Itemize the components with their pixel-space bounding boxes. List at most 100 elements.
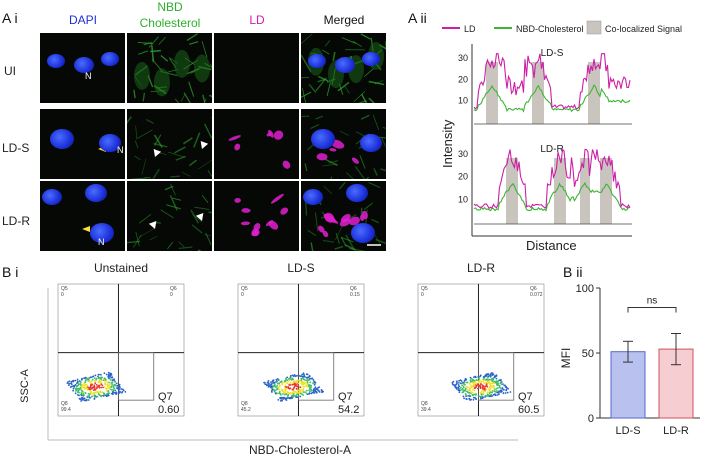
flow-xlabel: NBD-Cholesterol-A xyxy=(249,443,351,457)
svg-text:Q5: Q5 xyxy=(241,286,248,292)
nucleus xyxy=(351,223,375,243)
mfi-ytick: 0 xyxy=(588,413,594,425)
column-header-merged: Merged xyxy=(323,13,365,27)
profile-plot-ld-s: LD-S 10 20 30 xyxy=(458,48,632,125)
colocalized-region xyxy=(486,62,498,124)
svg-text:Q5: Q5 xyxy=(61,286,68,292)
micrograph-ld-s-merged xyxy=(301,109,386,179)
nucleus xyxy=(303,189,323,205)
colocalized-region xyxy=(554,158,566,224)
micrograph-ld-s-nbd xyxy=(127,109,212,179)
svg-text:Q6: Q6 xyxy=(170,286,177,292)
flow-cytometry-plots: SSC-A NBD-Cholesterol-A UnstainedQ50Q60Q… xyxy=(19,261,545,457)
micrograph-ui-merged xyxy=(301,33,386,103)
panel-label-b-i: B i xyxy=(2,264,19,280)
svg-text:0: 0 xyxy=(421,292,424,298)
ld-trace xyxy=(473,53,631,110)
micrograph-ld-s-ld xyxy=(214,109,299,179)
legend-coloc-swatch xyxy=(586,20,602,35)
mfi-ytick: 100 xyxy=(576,283,594,295)
nucleus xyxy=(308,54,326,68)
column-header-dapi: DAPI xyxy=(68,13,97,27)
profile-ytick: 30 xyxy=(458,53,468,63)
profile-ytick: 20 xyxy=(458,172,468,182)
mfi-ylabel: MFI xyxy=(560,348,573,369)
nucleus xyxy=(50,129,74,149)
q7-value: 54.2 xyxy=(338,404,359,416)
profile-ytick: 10 xyxy=(458,194,468,204)
flow-plot-title: LD-R xyxy=(467,261,495,275)
micrograph-ld-r-ld xyxy=(214,181,299,251)
micrograph-ui-dapi: N xyxy=(40,33,125,103)
row-label-ld-r: LD-R xyxy=(2,214,31,228)
significance-label: ns xyxy=(647,296,658,307)
mfi-bar-chart: MFI 0 50 100 LD-S LD-R ns xyxy=(560,283,700,437)
profile-xlabel: Distance xyxy=(526,238,577,253)
colocalized-region xyxy=(580,158,590,224)
nucleus xyxy=(47,54,65,68)
flow-plot-title: LD-S xyxy=(287,261,314,275)
mfi-ytick: 50 xyxy=(582,348,594,360)
q7-label: Q7 xyxy=(338,391,353,403)
significance-bracket xyxy=(627,307,677,313)
nbd-cholesterol-trace xyxy=(473,181,631,212)
colocalized-region xyxy=(588,62,600,124)
mfi-bar-ld-s xyxy=(610,351,646,419)
svg-text:0: 0 xyxy=(170,292,173,298)
profile-ylabel: Intensity xyxy=(440,119,455,168)
column-header-ld: LD xyxy=(249,13,265,27)
micrograph-ld-s-dapi: N xyxy=(40,109,125,179)
column-header-nbd-cholesterol: NBD Cholesterol xyxy=(139,0,201,30)
svg-text:45.2: 45.2 xyxy=(241,407,251,413)
svg-text:0: 0 xyxy=(61,292,64,298)
svg-text:Q8: Q8 xyxy=(421,401,428,407)
nucleus xyxy=(346,184,368,202)
profile-ytick: 10 xyxy=(458,96,468,106)
profile-title: LD-S xyxy=(541,48,564,59)
q7-label: Q7 xyxy=(158,391,173,403)
svg-text:0.15: 0.15 xyxy=(350,292,360,298)
nucleus-label: N xyxy=(98,237,105,247)
nucleus xyxy=(85,184,107,202)
q7-gate xyxy=(118,352,155,401)
svg-text:Q6: Q6 xyxy=(530,286,537,292)
flow-ylabel: SSC-A xyxy=(19,369,31,403)
nucleus xyxy=(335,57,355,73)
panel-label-a-i: A i xyxy=(2,10,18,26)
row-label-ui: UI xyxy=(4,64,16,78)
micrograph-ld-r-merged xyxy=(301,181,386,251)
q7-value: 0.60 xyxy=(158,404,179,416)
intensity-profiles: LD NBD-Cholesterol Co-localized Signal I… xyxy=(440,20,682,253)
nucleus xyxy=(42,189,62,205)
mfi-category-label: LD-S xyxy=(615,425,640,437)
svg-text:0: 0 xyxy=(241,292,244,298)
micrograph-ld-r-dapi: N xyxy=(40,181,125,251)
colocalized-region xyxy=(600,158,612,224)
svg-text:39.4: 39.4 xyxy=(421,407,431,413)
svg-text:Q8: Q8 xyxy=(61,401,68,407)
nucleus-label: N xyxy=(117,145,124,155)
panel-label-b-ii: B ii xyxy=(563,264,583,280)
profile-plot-ld-r: LD-R 10 20 30 xyxy=(458,144,632,225)
colocalized-region xyxy=(532,62,544,124)
micrograph-ld-r-nbd xyxy=(127,181,212,251)
q7-label: Q7 xyxy=(518,391,533,403)
svg-text:99.4: 99.4 xyxy=(61,407,71,413)
svg-text:0.072: 0.072 xyxy=(530,292,543,298)
micrograph-ui-ld xyxy=(214,33,299,103)
legend-ld-label: LD xyxy=(464,24,476,34)
nucleus-label: N xyxy=(85,71,92,81)
svg-text:Q5: Q5 xyxy=(421,286,428,292)
profile-ytick: 30 xyxy=(458,149,468,159)
nbd-cholesterol-trace xyxy=(473,84,631,113)
nucleus xyxy=(90,223,114,243)
legend-coloc-label: Co-localized Signal xyxy=(605,24,682,34)
flow-plot-title: Unstained xyxy=(94,261,148,275)
nucleus xyxy=(360,134,382,152)
colocalized-region xyxy=(506,158,518,224)
svg-text:Q8: Q8 xyxy=(241,401,248,407)
profile-ytick: 20 xyxy=(458,74,468,84)
